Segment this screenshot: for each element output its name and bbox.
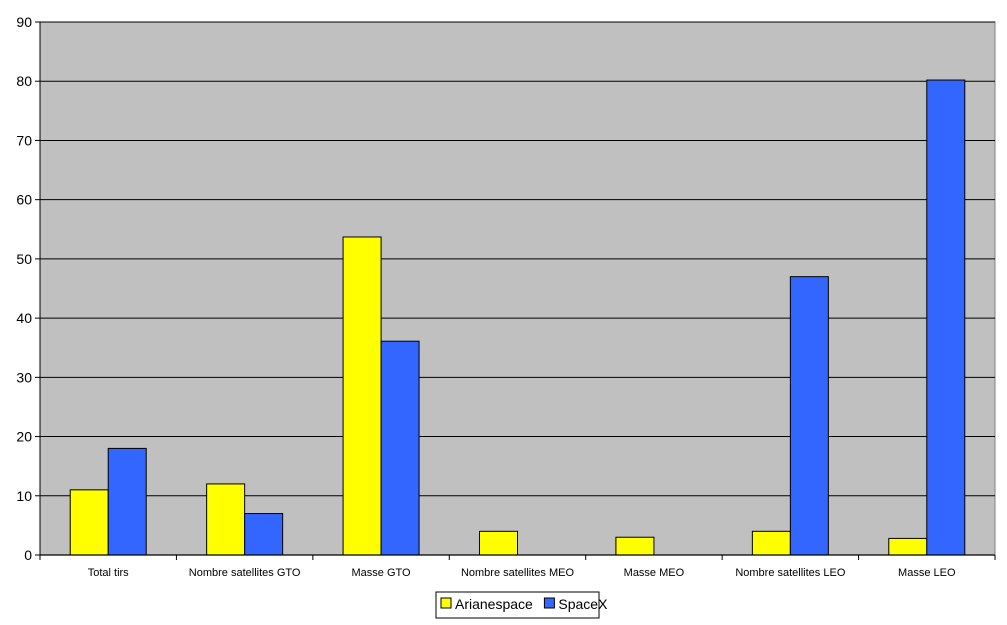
plot-area	[39, 21, 996, 556]
y-tick-label: 70	[16, 132, 32, 148]
legend: Arianespace SpaceX	[435, 591, 608, 619]
gridlines	[40, 21, 995, 497]
bar-arianespace	[615, 536, 655, 556]
legend-swatch	[543, 597, 555, 609]
bar-spacex	[107, 447, 147, 556]
legend-box	[435, 591, 600, 619]
bar-arianespace	[888, 537, 928, 556]
x-tick-label: Nombre satellites GTO	[189, 567, 301, 579]
bar-spacex	[926, 79, 966, 556]
y-tick-label: 0	[24, 547, 32, 563]
bars	[69, 79, 966, 556]
bar-spacex	[380, 340, 420, 556]
legend-swatch	[440, 597, 452, 609]
legend-label: Arianespace	[455, 596, 533, 612]
x-tick-label: Masse MEO	[624, 567, 685, 579]
legend-label: SpaceX	[558, 596, 608, 612]
bar-spacex	[789, 276, 829, 556]
bar-arianespace	[751, 530, 791, 556]
bar-spacex	[244, 513, 284, 556]
y-axis: 0 10 20 30 40 50 60 70 80 90	[16, 14, 41, 563]
x-tick-label: Masse LEO	[898, 567, 956, 579]
y-tick-label: 30	[16, 369, 32, 385]
bar-arianespace	[479, 530, 518, 556]
x-tick-label: Total tirs	[88, 567, 129, 579]
x-axis: Total tirs Nombre satellites GTO Masse GTO…	[39, 554, 996, 579]
bar-arianespace	[206, 483, 246, 556]
bar-arianespace	[342, 236, 382, 556]
y-tick-label: 60	[16, 192, 32, 208]
y-tick-label: 40	[16, 310, 32, 326]
y-tick-label: 10	[16, 488, 32, 504]
bar-arianespace	[69, 489, 109, 556]
x-tick-label: Nombre satellites MEO	[461, 567, 575, 579]
y-tick-label: 90	[16, 14, 32, 30]
x-tick-label: Nombre satellites LEO	[735, 567, 845, 579]
x-tick-label: Masse GTO	[352, 567, 412, 579]
y-tick-label: 50	[16, 251, 32, 267]
y-tick-label: 80	[16, 73, 32, 89]
y-tick-label: 20	[16, 429, 32, 445]
